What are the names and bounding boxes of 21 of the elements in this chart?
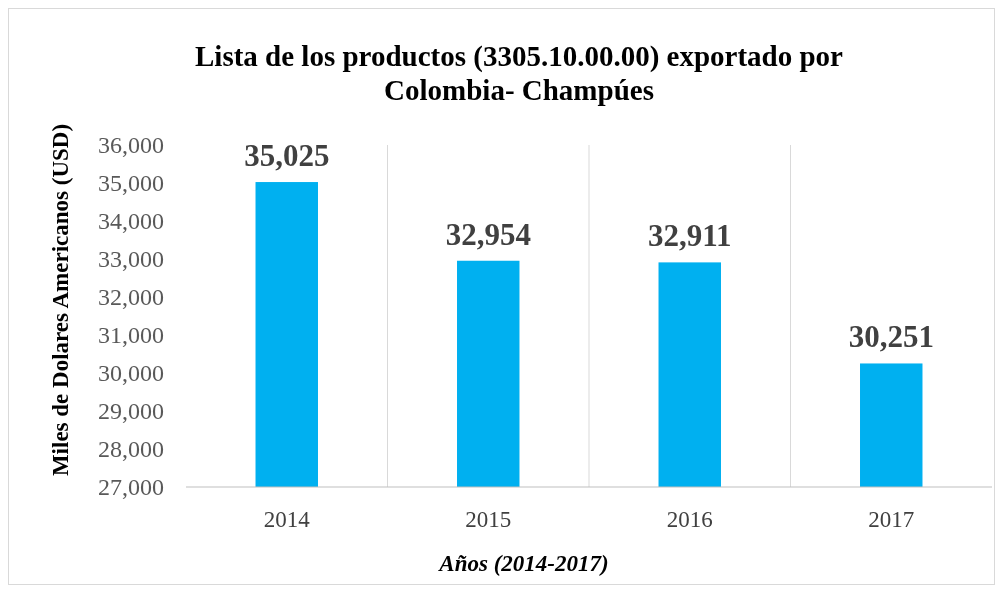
x-tick-label: 2014: [263, 507, 311, 532]
y-tick-label: 27,000: [98, 474, 164, 501]
y-tick-label: 34,000: [98, 208, 164, 235]
y-tick-label: 32,000: [98, 284, 164, 311]
x-tick-label: 2016: [666, 507, 713, 532]
y-tick-label: 30,000: [98, 360, 164, 387]
y-tick-label: 28,000: [98, 436, 164, 463]
data-label: 32,954: [445, 216, 531, 252]
x-axis-title: Años (2014-2017): [437, 551, 609, 576]
y-axis-title: Miles de Dolares Americanos (USD): [48, 123, 73, 477]
y-tick-label: 33,000: [98, 246, 164, 273]
y-tick-label: 36,000: [98, 132, 164, 159]
data-label: 30,251: [848, 319, 934, 355]
data-label: 35,025: [244, 138, 330, 174]
y-tick-label: 31,000: [98, 322, 164, 349]
y-tick-label: 29,000: [98, 398, 164, 425]
y-tick-label: 35,000: [98, 170, 164, 197]
chart-title: Lista de los productos (3305.10.00.00) exportado por Colombia- Champúes: [195, 40, 844, 106]
data-label: 32,911: [647, 218, 732, 254]
x-tick-label: 2015: [465, 507, 512, 532]
x-tick-label: 2017: [868, 507, 915, 532]
